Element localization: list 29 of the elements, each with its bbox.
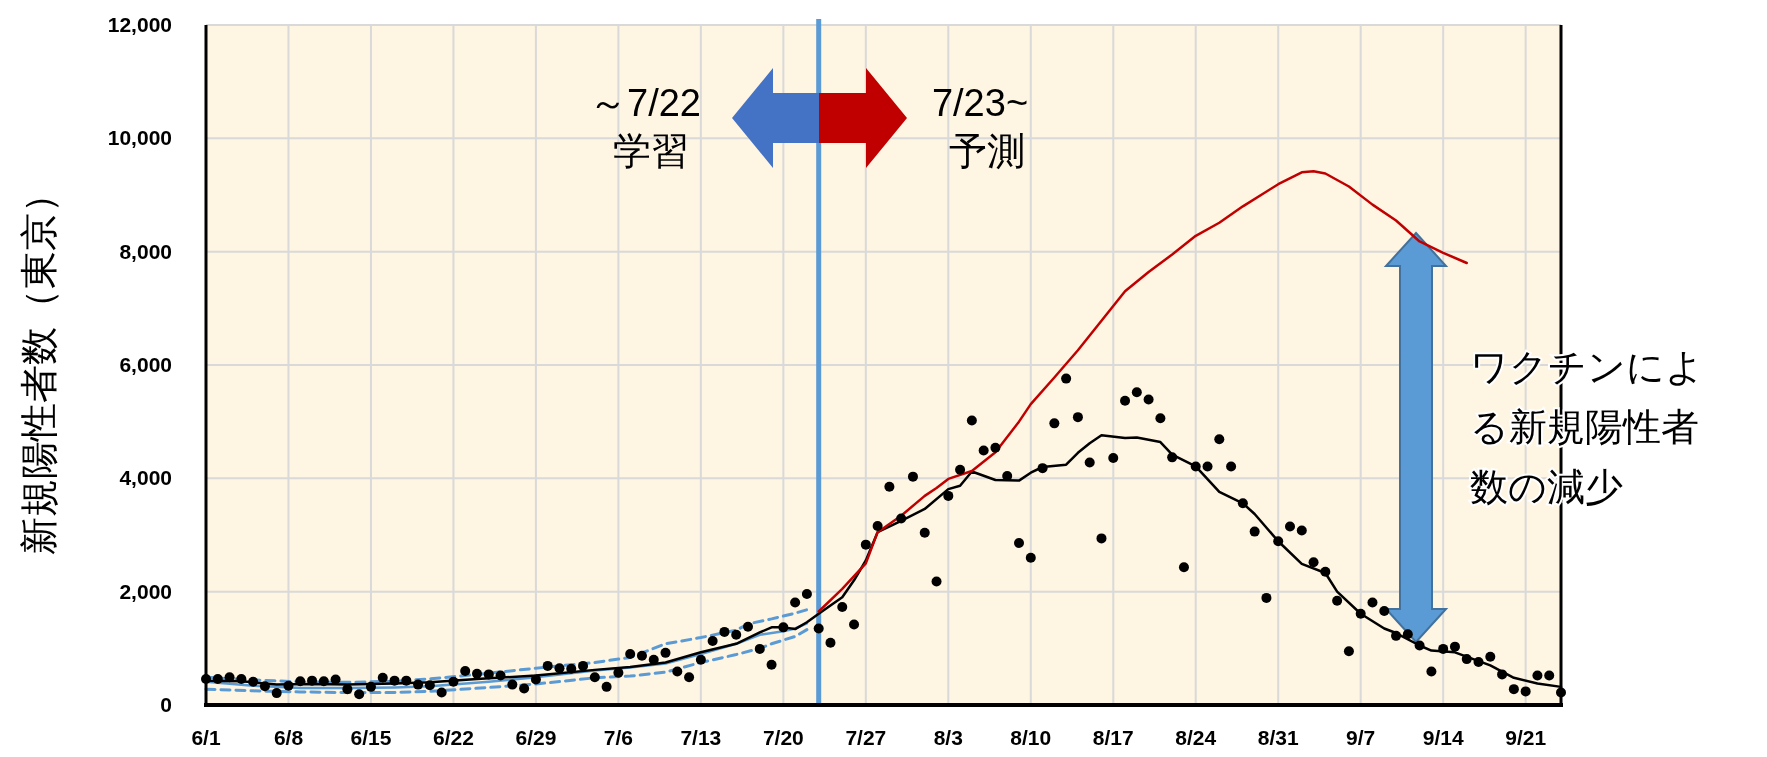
annotation: 予測	[949, 130, 1025, 172]
annotation: 学習	[613, 130, 689, 172]
y-tick-label: 6,000	[119, 353, 172, 376]
annotation: 7/23~	[931, 82, 1029, 124]
y-tick-label: 10,000	[107, 126, 172, 150]
x-tick-label: 6/22	[433, 726, 474, 749]
x-tick-label: 8/10	[1010, 726, 1052, 749]
y-axis-title: 新規陽性者数（東京）	[18, 175, 60, 555]
x-tick-label: 6/8	[273, 726, 304, 749]
x-tick-label: 8/17	[1092, 726, 1134, 749]
x-tick-label: 7/13	[680, 726, 722, 749]
x-tick-label: 6/1	[191, 726, 221, 749]
x-tick-label: 7/6	[603, 726, 633, 749]
y-tick-label: 2,000	[119, 579, 172, 603]
x-tick-label: 8/31	[1257, 726, 1299, 749]
x-tick-label: 8/3	[933, 726, 963, 749]
x-tick-label: 9/14	[1422, 726, 1464, 749]
y-tick-label: 4,000	[119, 466, 172, 490]
x-tick-label: 9/21	[1505, 726, 1547, 749]
y-tick-label: 0	[160, 693, 172, 716]
x-tick-label: 9/7	[1346, 726, 1376, 749]
x-tick-label: 7/20	[762, 726, 804, 749]
x-tick-label: 8/24	[1175, 726, 1217, 749]
y-tick-label: 8,000	[119, 239, 172, 263]
annotation: ～7/22	[589, 82, 701, 124]
x-tick-label: 7/27	[845, 726, 887, 749]
x-tick-label: 6/15	[350, 726, 392, 749]
y-tick-label: 12,000	[107, 13, 172, 36]
x-tick-label: 6/29	[515, 726, 557, 749]
